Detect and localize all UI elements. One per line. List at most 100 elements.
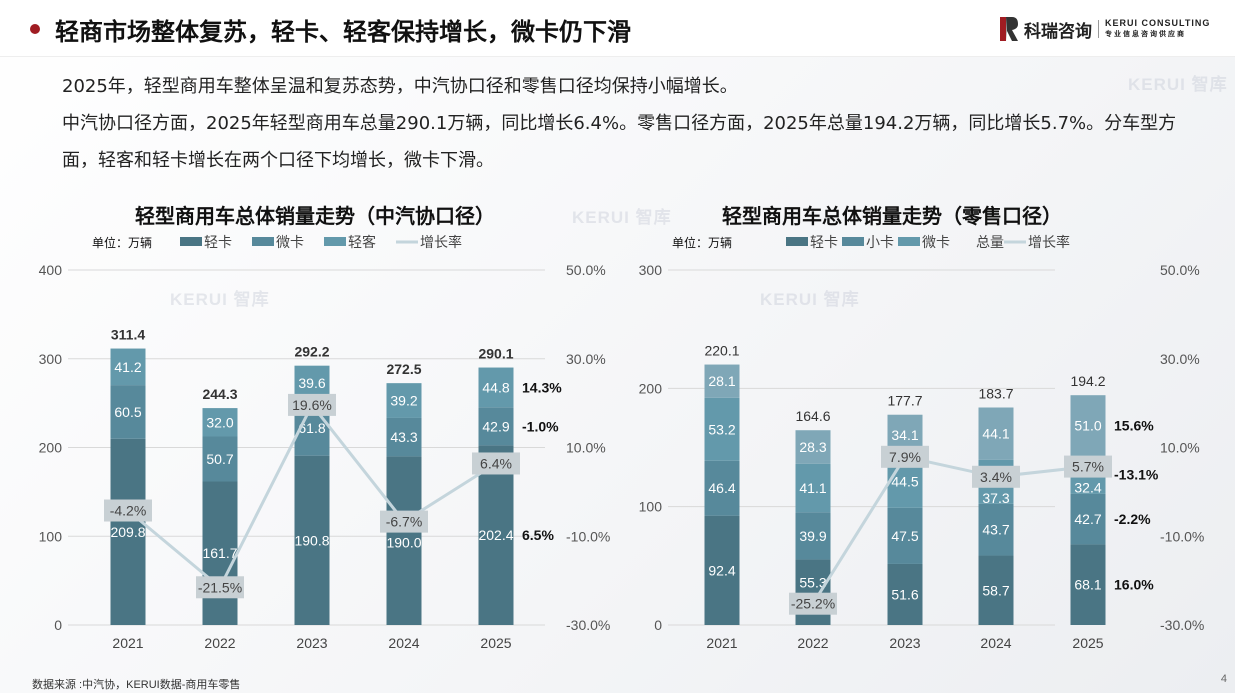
bar-segment — [202, 436, 238, 482]
bar-value-label: 51.0 — [1074, 417, 1101, 433]
bar-total-label: 164.6 — [795, 408, 830, 424]
x-tick-label: 2023 — [889, 635, 920, 651]
watermark: KERUI 智库 — [1128, 75, 1228, 94]
y2-tick-label: 10.0% — [1160, 440, 1200, 456]
bar-segment — [202, 408, 238, 437]
watermark: KERUI 智库 — [170, 290, 270, 309]
segment-growth-label: -1.0% — [522, 418, 559, 434]
bar-value-label: 39.6 — [298, 375, 325, 391]
growth-label-bg — [380, 510, 428, 533]
y-tick-label: 200 — [639, 380, 663, 396]
unit-label: 单位：万辆 — [672, 235, 732, 250]
legend-swatch — [180, 237, 202, 246]
growth-label-bg — [1064, 455, 1112, 478]
bar-segment — [978, 407, 1014, 460]
logo: 科瑞咨询 KERUI CONSULTING 专业信息咨询供应商 — [1000, 15, 1210, 43]
legend-label: 增长率 — [420, 234, 462, 250]
bar-segment — [1070, 395, 1106, 456]
growth-label: 7.9% — [889, 449, 921, 465]
bar-segment — [110, 438, 146, 625]
bar-value-label: 60.5 — [114, 404, 141, 420]
bar-segment — [887, 507, 923, 564]
y-tick-label: 300 — [639, 262, 663, 278]
bar-value-label: 68.1 — [1074, 577, 1101, 593]
y-tick-label: 100 — [639, 499, 663, 515]
bar-segment — [1070, 544, 1106, 625]
y-tick-label: 100 — [39, 528, 63, 544]
bar-value-label: 61.8 — [298, 420, 325, 436]
bar-segment — [704, 364, 740, 398]
chart-title-right: 轻型商用车总体销量走势（零售口径） — [722, 204, 1062, 228]
y-tick-label: 0 — [54, 617, 62, 633]
growth-label-bg — [196, 576, 244, 599]
bar-segment — [795, 559, 831, 625]
bar-value-label: 28.1 — [708, 373, 735, 389]
y2-tick-label: -30.0% — [1160, 617, 1204, 633]
logo-tagline: 专业信息咨询供应商 — [1105, 31, 1186, 38]
bar-value-label: 37.3 — [982, 490, 1009, 506]
bar-segment — [478, 407, 514, 446]
bar-value-label: 43.3 — [390, 429, 417, 445]
bullet-dot — [30, 24, 40, 34]
bar-total-label: 194.2 — [1070, 373, 1105, 389]
page-title: 轻商市场整体复苏，轻卡、轻客保持增长，微卡仍下滑 — [55, 18, 631, 46]
watermark: KERUI 智库 — [572, 208, 672, 227]
bar-value-label: 202.4 — [478, 527, 513, 543]
legend-label: 微卡 — [922, 234, 950, 250]
legend-label: 轻客 — [348, 234, 376, 250]
bar-value-label: 55.3 — [799, 575, 826, 591]
bar-segment — [478, 367, 514, 408]
bar-total-label: 290.1 — [478, 346, 513, 362]
y2-tick-label: -10.0% — [1160, 528, 1204, 544]
growth-label-bg — [972, 465, 1020, 488]
growth-label-bg — [881, 445, 929, 468]
page-number: 4 — [1220, 673, 1227, 685]
bar-segment — [1070, 493, 1106, 545]
segment-growth-label: 14.3% — [522, 379, 562, 395]
bar-value-label: 44.5 — [891, 473, 918, 489]
bar-value-label: 28.3 — [799, 439, 826, 455]
bar-segment — [386, 456, 422, 625]
unit-label: 单位：万辆 — [92, 235, 152, 250]
logo-en-block: KERUI CONSULTING 专业信息咨询供应商 — [1105, 18, 1210, 40]
bar-total-label: 220.1 — [704, 343, 739, 359]
bar-value-label: 34.1 — [891, 427, 918, 443]
bar-segment — [978, 503, 1014, 556]
bar-segment — [478, 445, 514, 625]
bar-value-label: 51.6 — [891, 586, 918, 602]
y2-tick-label: 30.0% — [1160, 351, 1200, 367]
x-tick-label: 2021 — [112, 635, 143, 651]
bar-value-label: 41.2 — [114, 359, 141, 375]
segment-growth-label: -2.2% — [1114, 511, 1151, 527]
x-tick-label: 2021 — [706, 635, 737, 651]
bar-value-label: 190.8 — [294, 532, 329, 548]
bar-segment — [704, 515, 740, 625]
segment-growth-label: 16.0% — [1114, 577, 1154, 593]
legend-label: 总量 — [976, 234, 1004, 250]
bar-value-label: 44.1 — [982, 426, 1009, 442]
bar-value-label: 32.4 — [1074, 480, 1101, 496]
bar-segment — [110, 385, 146, 439]
growth-label: -25.2% — [791, 596, 835, 612]
legend-swatch — [252, 237, 274, 246]
bar-total-label: 311.4 — [111, 327, 145, 343]
bar-segment — [110, 348, 146, 386]
bar-value-label: 42.9 — [482, 418, 509, 434]
y-tick-label: 400 — [39, 262, 63, 278]
x-tick-label: 2025 — [480, 635, 511, 651]
y2-tick-label: -10.0% — [566, 528, 610, 544]
bar-segment — [795, 512, 831, 560]
bar-segment — [386, 383, 422, 418]
growth-label-bg — [789, 592, 837, 615]
growth-label-bg — [472, 452, 520, 475]
growth-line — [811, 455, 1089, 605]
growth-label: 19.6% — [292, 397, 332, 413]
legend-swatch — [898, 237, 920, 246]
y2-tick-label: 30.0% — [566, 351, 606, 367]
summary-line: 2025年，轻型商用车整体呈温和复苏态势，中汽协口径和零售口径均保持小幅增长。 — [62, 76, 738, 97]
bar-segment — [887, 563, 923, 625]
logo-mark-icon — [1000, 17, 1018, 41]
segment-growth-label: 15.6% — [1114, 417, 1154, 433]
y-tick-label: 200 — [39, 440, 63, 456]
